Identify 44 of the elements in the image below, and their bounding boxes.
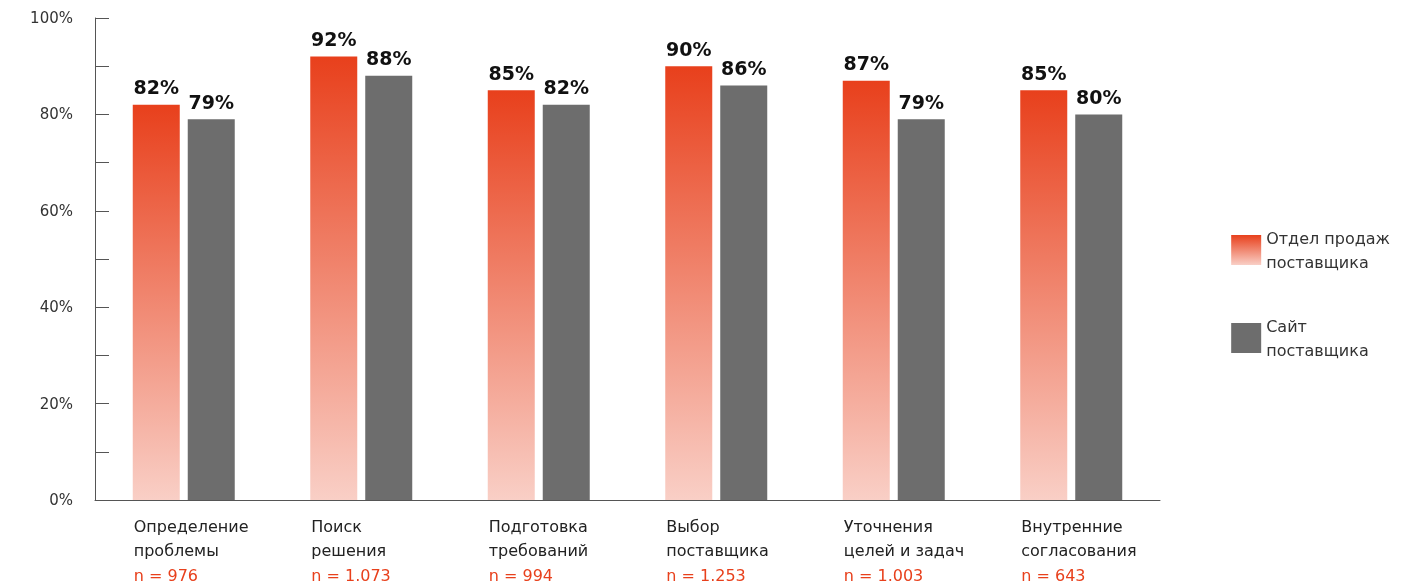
bar [310,56,358,500]
x-tick-label: Выбор поставщика [666,516,769,560]
text: n = 643 [1021,565,1086,585]
data-label: 79% [898,90,944,113]
text: n = 1.073 [311,565,391,585]
bar [1020,90,1068,500]
data-label: 80% [1076,85,1122,108]
legend-label: Отдел продаж поставщика [1266,228,1391,272]
bar [720,85,768,500]
x-tick-label: Уточнения целей и задач [843,516,965,560]
y-tick-label: 20% [39,394,73,413]
bar [1075,114,1123,500]
data-label: 85% [1021,61,1067,84]
legend-label: Сайт поставщика [1266,316,1369,360]
bar [542,104,590,500]
data-label: 79% [188,90,234,113]
text: n = 976 [133,565,199,585]
bar [187,119,235,500]
bar [487,90,535,500]
data-label: 90% [666,37,712,60]
y-tick-label: 0% [49,491,73,509]
data-label: 82% [543,76,589,99]
data-label: 85% [488,61,534,84]
x-tick-label: Поиск решения [311,516,387,560]
data-label: 86% [721,56,767,79]
y-tick-label: 60% [39,201,73,220]
bar [665,66,713,500]
data-label: 87% [843,52,889,75]
text: n = 994 [488,565,554,585]
data-label: 92% [311,28,357,51]
bar [897,119,945,500]
y-tick-label: 80% [39,105,73,124]
bar [132,104,180,500]
data-label: 82% [133,76,179,99]
x-tick-label: Подготовка требований [488,516,589,560]
text: n = 1.253 [666,565,746,585]
data-label: 88% [366,47,412,70]
text: n = 1.003 [843,565,924,585]
bar [365,75,413,500]
x-tick-label: Внутренние согласования [1021,516,1137,560]
bar [842,80,890,500]
y-tick-label: 100% [30,9,73,27]
y-tick-label: 40% [39,298,73,317]
x-tick-label: Определение проблемы [133,516,249,560]
